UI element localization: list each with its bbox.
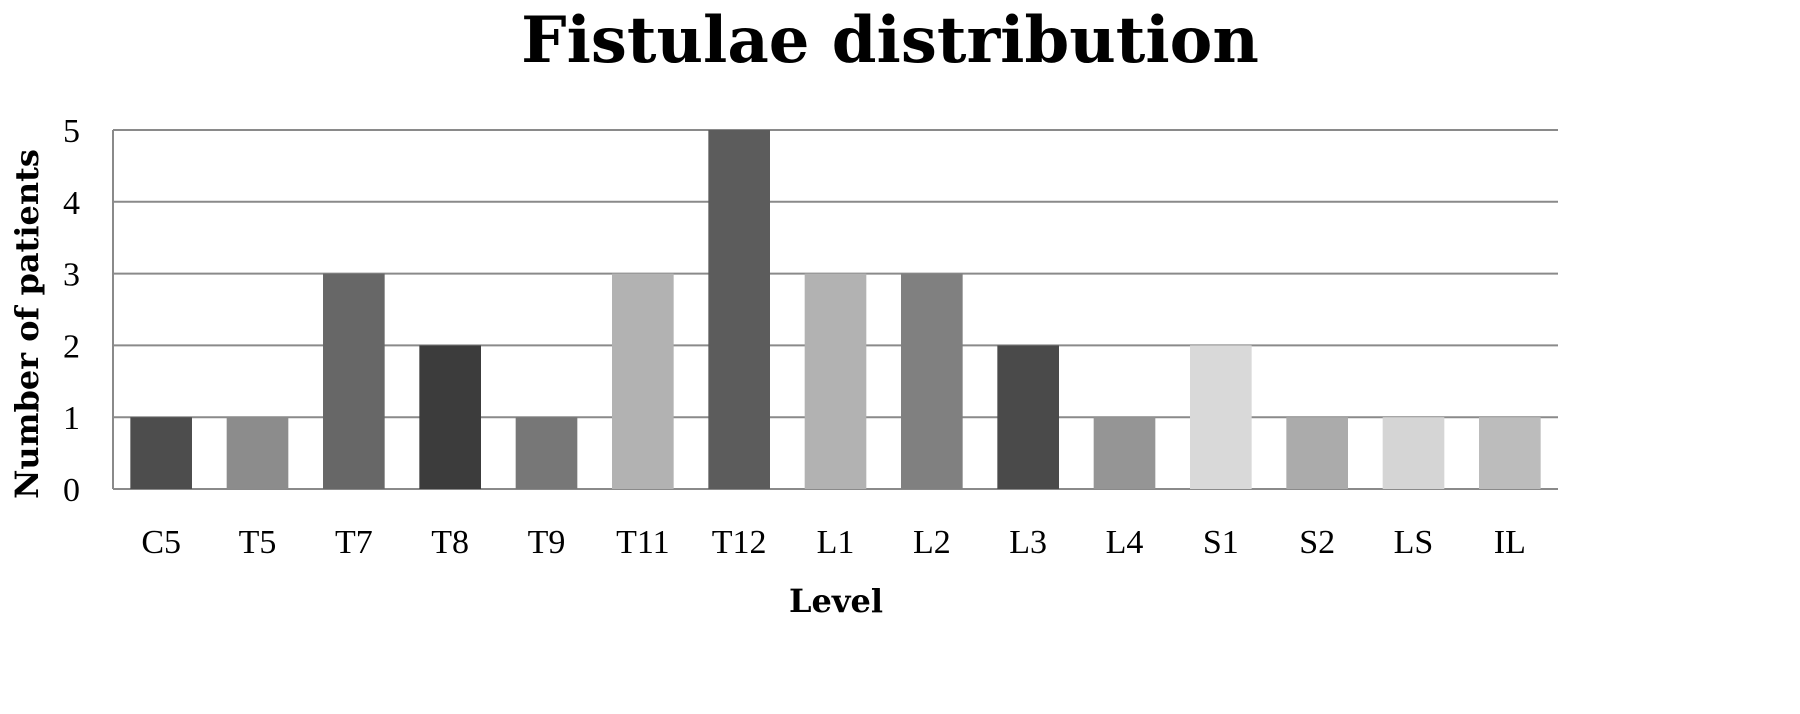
x-tick-label: S1 <box>1203 524 1239 561</box>
bar-t9 <box>515 417 578 489</box>
bar-t12 <box>708 130 770 489</box>
y-tick-label: 1 <box>63 400 80 437</box>
y-tick-label: 2 <box>63 328 80 365</box>
bar-t11 <box>612 273 674 489</box>
x-tick-label: T9 <box>528 524 566 561</box>
x-tick-label: T5 <box>239 524 277 561</box>
x-tick-label: S2 <box>1299 524 1335 561</box>
x-tick-label: T7 <box>335 524 373 561</box>
chart-title: Fistulae distribution <box>521 3 1259 78</box>
bar-c5 <box>130 417 192 489</box>
bar-il <box>1479 417 1541 489</box>
y-axis-title: Number of patients <box>8 149 46 499</box>
bar-l4 <box>1093 417 1156 489</box>
x-tick-label: L1 <box>817 524 855 561</box>
x-tick-labels: C5 T5 T7 T8 T9 T11 T12 L1 L2 L3 L4 S1 S2 LS IL <box>141 524 1526 561</box>
y-tick-label: 5 <box>63 113 80 150</box>
bar-t8 <box>419 345 481 489</box>
bar-s2 <box>1286 417 1348 489</box>
bar-s1 <box>1190 345 1252 489</box>
y-tick-labels: 0 1 2 3 4 5 <box>63 113 80 509</box>
y-tick-label: 4 <box>63 185 80 222</box>
bar-l1 <box>804 273 867 489</box>
bar-l2 <box>901 273 963 489</box>
x-tick-label: T8 <box>431 524 469 561</box>
x-tick-label: L3 <box>1009 524 1047 561</box>
x-tick-label: T11 <box>616 524 670 561</box>
x-tick-label: C5 <box>141 524 181 561</box>
y-tick-label: 3 <box>63 257 80 294</box>
x-tick-label: T12 <box>712 524 767 561</box>
bar-ls <box>1382 417 1445 489</box>
x-tick-label: LS <box>1394 524 1434 561</box>
x-axis-title: Level <box>789 582 883 620</box>
y-tick-label: 0 <box>63 472 80 509</box>
bars <box>130 130 1541 489</box>
bar-t5 <box>226 417 289 489</box>
x-tick-label: IL <box>1494 524 1526 561</box>
bar-t7 <box>323 273 385 489</box>
bar-l3 <box>997 345 1059 489</box>
x-tick-label: L2 <box>913 524 951 561</box>
x-tick-label: L4 <box>1106 524 1144 561</box>
